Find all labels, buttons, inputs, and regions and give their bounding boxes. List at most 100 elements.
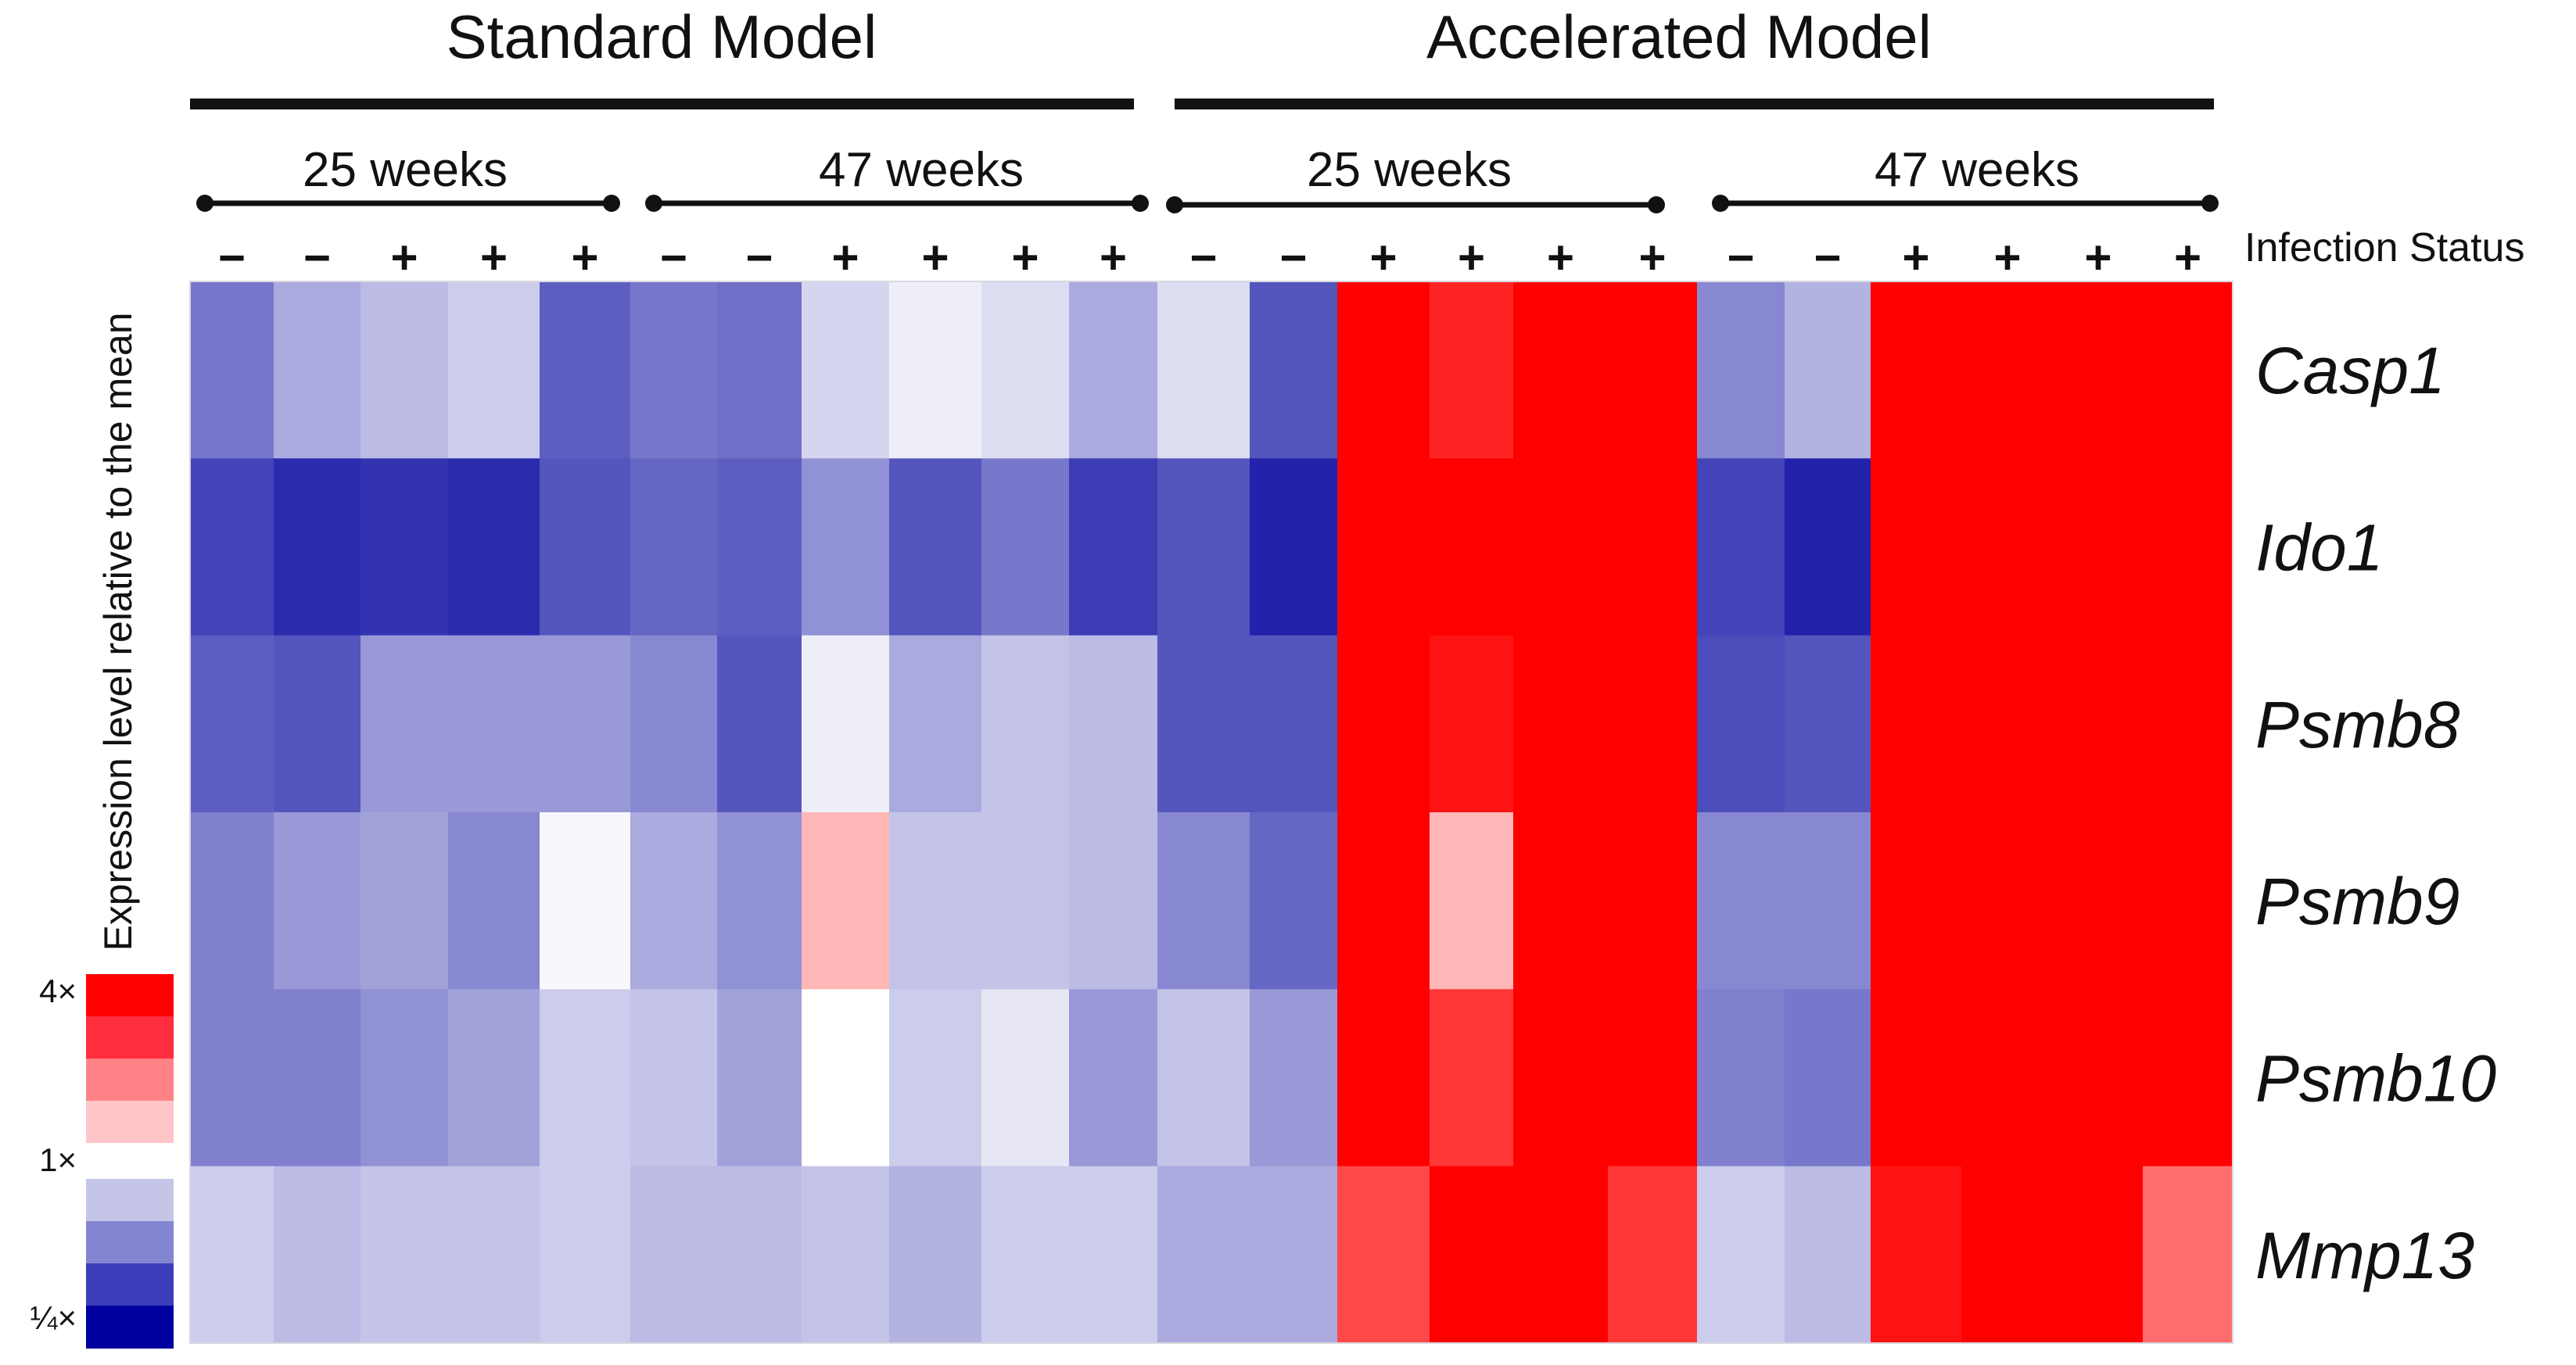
heatmap-cell-ido1-col-6 bbox=[630, 458, 718, 636]
heatmap-cell-psmb9-col-14 bbox=[1337, 811, 1430, 990]
infection-status-col-9: + bbox=[921, 231, 949, 284]
heatmap-cell-mmp13-col-10 bbox=[981, 1166, 1070, 1344]
heatmap-cell-ido1-col-12 bbox=[1157, 458, 1250, 636]
heatmap-cell-mmp13-col-15 bbox=[1430, 1166, 1514, 1344]
heatmap-cell-casp1-col-9 bbox=[889, 281, 982, 459]
heatmap-cell-casp1-col-15 bbox=[1430, 281, 1514, 459]
heatmap-frame bbox=[189, 281, 2233, 1344]
heatmap-cell-psmb8-col-15 bbox=[1430, 635, 1514, 813]
heatmap-cell-mmp13-col-17 bbox=[1608, 1166, 1698, 1344]
heatmap-cell-casp1-col-7 bbox=[717, 281, 802, 459]
infection-status-col-7: − bbox=[745, 231, 773, 284]
heatmap-cell-psmb10-col-14 bbox=[1337, 989, 1430, 1167]
group-bar-standard-model bbox=[190, 99, 1134, 109]
infection-status-col-6: − bbox=[660, 231, 687, 284]
color-scale-swatch-9 bbox=[86, 1306, 174, 1349]
heatmap-cell-psmb8-col-5 bbox=[540, 635, 631, 813]
heatmap-cell-ido1-col-15 bbox=[1430, 458, 1514, 636]
subgroup-label-accelerated-25-weeks: 25 weeks bbox=[1307, 143, 1512, 197]
color-scale-swatch-6 bbox=[86, 1179, 174, 1222]
heatmap-cell-casp1-col-19 bbox=[1785, 281, 1871, 459]
heatmap-cell-psmb9-col-4 bbox=[448, 811, 540, 990]
heatmap-cell-casp1-col-8 bbox=[802, 281, 890, 459]
gene-label-psmb9: Psmb9 bbox=[2255, 865, 2459, 938]
heatmap-cell-mmp13-col-13 bbox=[1250, 1166, 1338, 1344]
heatmap-cell-psmb10-col-5 bbox=[540, 989, 631, 1167]
heatmap-cell-ido1-col-2 bbox=[274, 458, 361, 636]
heatmap-cell-psmb10-col-20 bbox=[1871, 989, 1962, 1167]
heatmap-cell-psmb10-col-15 bbox=[1430, 989, 1514, 1167]
heatmap-cell-ido1-col-10 bbox=[981, 458, 1070, 636]
color-scale-legend bbox=[86, 974, 174, 1349]
color-scale-swatch-7 bbox=[86, 1221, 174, 1264]
heatmap-cell-ido1-col-23 bbox=[2143, 458, 2233, 636]
heatmap-cell-psmb9-col-18 bbox=[1697, 811, 1785, 990]
heatmap-cell-psmb8-col-16 bbox=[1513, 635, 1609, 813]
heatmap-cell-casp1-col-12 bbox=[1157, 281, 1250, 459]
heatmap-cell-psmb10-col-2 bbox=[274, 989, 361, 1167]
heatmap-cell-mmp13-col-14 bbox=[1337, 1166, 1430, 1344]
subgroup-label-standard-47-weeks: 47 weeks bbox=[819, 143, 1024, 197]
heatmap-cell-mmp13-col-2 bbox=[274, 1166, 361, 1344]
heatmap-cell-ido1-col-5 bbox=[540, 458, 631, 636]
heatmap-cell-mmp13-col-19 bbox=[1785, 1166, 1871, 1344]
heatmap-cell-psmb8-col-23 bbox=[2143, 635, 2233, 813]
heatmap-cell-ido1-col-4 bbox=[448, 458, 540, 636]
heatmap-cell-mmp13-col-16 bbox=[1513, 1166, 1609, 1344]
heatmap-cell-psmb10-col-8 bbox=[802, 989, 890, 1167]
heatmap-cell-psmb10-col-17 bbox=[1608, 989, 1698, 1167]
heatmap-cell-ido1-col-8 bbox=[802, 458, 890, 636]
infection-status-col-16: + bbox=[1547, 231, 1574, 284]
heatmap-cell-casp1-col-13 bbox=[1250, 281, 1338, 459]
heatmap-cell-casp1-col-14 bbox=[1337, 281, 1430, 459]
heatmap-cell-psmb8-col-19 bbox=[1785, 635, 1871, 813]
heatmap-cell-ido1-col-18 bbox=[1697, 458, 1785, 636]
heatmap-cell-mmp13-col-21 bbox=[1961, 1166, 2054, 1344]
gene-label-casp1: Casp1 bbox=[2255, 334, 2445, 407]
heatmap-cell-ido1-col-11 bbox=[1069, 458, 1158, 636]
heatmap-cell-psmb8-col-9 bbox=[889, 635, 982, 813]
heatmap-cell-psmb10-col-1 bbox=[190, 989, 274, 1167]
heatmap-cell-psmb8-col-4 bbox=[448, 635, 540, 813]
gene-label-mmp13: Mmp13 bbox=[2255, 1219, 2474, 1292]
heatmap-cell-psmb10-col-13 bbox=[1250, 989, 1338, 1167]
heatmap-cell-psmb9-col-23 bbox=[2143, 811, 2233, 990]
infection-status-col-21: + bbox=[1993, 231, 2021, 284]
heatmap-cell-casp1-col-1 bbox=[190, 281, 274, 459]
heatmap-cell-psmb9-col-19 bbox=[1785, 811, 1871, 990]
heatmap-cell-mmp13-col-1 bbox=[190, 1166, 274, 1344]
y-axis-label: Expression level relative to the mean bbox=[96, 312, 140, 951]
heatmap-cell-psmb9-col-8 bbox=[802, 811, 890, 990]
heatmap-cell-psmb9-col-13 bbox=[1250, 811, 1338, 990]
subgroup-bracket-accelerated-47-weeks bbox=[1712, 195, 2219, 212]
color-scale-tick-1x: 1× bbox=[39, 1141, 77, 1178]
heatmap-cell-mmp13-col-4 bbox=[448, 1166, 540, 1344]
heatmap-cell-psmb8-col-17 bbox=[1608, 635, 1698, 813]
heatmap-cell-psmb9-col-17 bbox=[1608, 811, 1698, 990]
heatmap-cell-psmb8-col-21 bbox=[1961, 635, 2054, 813]
heatmap-cell-psmb10-col-10 bbox=[981, 989, 1070, 1167]
heatmap-cell-psmb8-col-22 bbox=[2054, 635, 2144, 813]
heatmap-cell-casp1-col-17 bbox=[1608, 281, 1698, 459]
heatmap-cell-psmb10-col-4 bbox=[448, 989, 540, 1167]
heatmap-cell-psmb10-col-11 bbox=[1069, 989, 1158, 1167]
color-scale-swatch-8 bbox=[86, 1263, 174, 1306]
infection-status-col-17: + bbox=[1638, 231, 1666, 284]
heatmap-cell-psmb9-col-1 bbox=[190, 811, 274, 990]
infection-status-col-13: − bbox=[1279, 231, 1307, 284]
heatmap-cell-casp1-col-11 bbox=[1069, 281, 1158, 459]
heatmap-cell-psmb8-col-6 bbox=[630, 635, 718, 813]
gene-label-ido1: Ido1 bbox=[2255, 511, 2384, 585]
infection-status-col-18: − bbox=[1727, 231, 1754, 284]
heatmap-cell-psmb8-col-20 bbox=[1871, 635, 1962, 813]
color-scale-swatch-4 bbox=[86, 1101, 174, 1144]
subgroup-bracket-standard-47-weeks bbox=[645, 195, 1149, 212]
heatmap-cell-ido1-col-1 bbox=[190, 458, 274, 636]
heatmap-cell-casp1-col-20 bbox=[1871, 281, 1962, 459]
heatmap-cell-ido1-col-19 bbox=[1785, 458, 1871, 636]
infection-status-col-3: + bbox=[390, 231, 418, 284]
heatmap-cell-ido1-col-17 bbox=[1608, 458, 1698, 636]
heatmap-cell-mmp13-col-6 bbox=[630, 1166, 718, 1344]
heatmap-cell-psmb10-col-23 bbox=[2143, 989, 2233, 1167]
heatmap-cell-mmp13-col-18 bbox=[1697, 1166, 1785, 1344]
